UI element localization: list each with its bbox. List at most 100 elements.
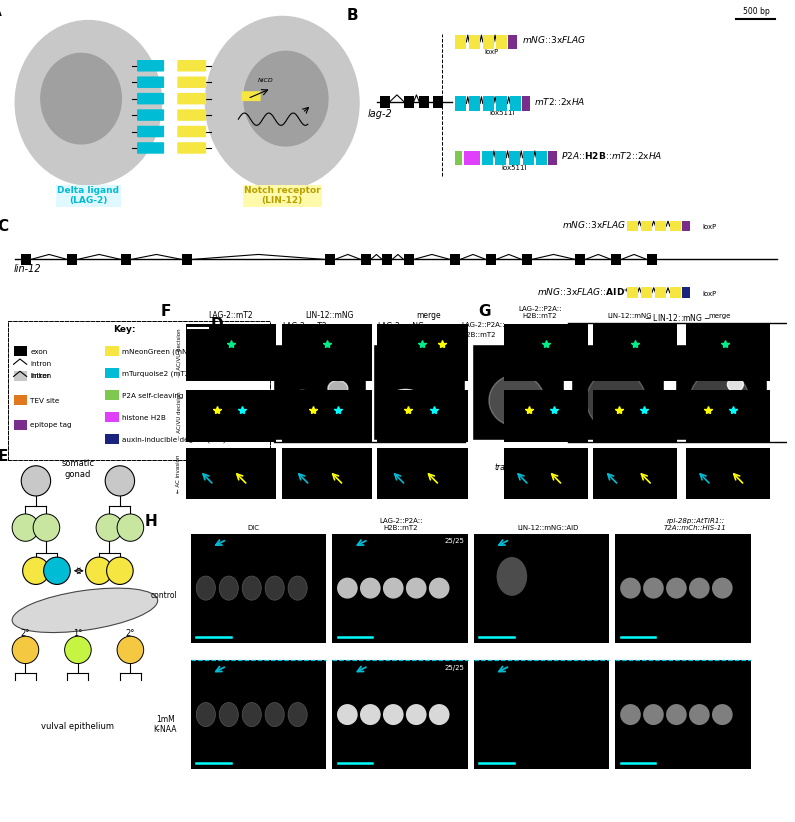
Ellipse shape bbox=[196, 703, 215, 727]
Text: 500 bp: 500 bp bbox=[743, 7, 770, 16]
Text: NICD: NICD bbox=[258, 78, 273, 83]
Text: LAG-2::mNG: LAG-2::mNG bbox=[378, 321, 425, 330]
Bar bbox=[522, 254, 532, 265]
Text: Z4.
aap: Z4. aap bbox=[125, 522, 136, 533]
Bar bbox=[682, 221, 690, 232]
Bar bbox=[281, 390, 372, 442]
Text: B: B bbox=[346, 8, 358, 23]
Circle shape bbox=[117, 514, 144, 541]
Text: LAG-2::mT2: LAG-2::mT2 bbox=[208, 311, 253, 320]
FancyBboxPatch shape bbox=[242, 91, 261, 101]
Text: mNeonGreen (mNG): mNeonGreen (mNG) bbox=[122, 349, 196, 355]
Ellipse shape bbox=[265, 703, 285, 727]
Circle shape bbox=[21, 466, 51, 496]
FancyBboxPatch shape bbox=[177, 126, 206, 137]
Circle shape bbox=[96, 514, 122, 541]
Bar bbox=[522, 150, 533, 164]
Text: Z1: Z1 bbox=[30, 477, 41, 485]
Text: lin-12: lin-12 bbox=[14, 264, 41, 274]
Circle shape bbox=[12, 636, 39, 663]
Circle shape bbox=[105, 466, 134, 496]
Bar bbox=[641, 288, 652, 298]
Bar bbox=[655, 288, 666, 298]
Bar bbox=[106, 435, 118, 444]
Ellipse shape bbox=[586, 371, 646, 431]
Bar bbox=[68, 254, 77, 265]
Text: Delta
transcription: Delta transcription bbox=[494, 452, 543, 472]
FancyBboxPatch shape bbox=[137, 60, 164, 72]
FancyBboxPatch shape bbox=[137, 142, 164, 154]
Bar bbox=[378, 390, 467, 442]
Circle shape bbox=[205, 16, 359, 189]
Text: LAG-2::P2A::: LAG-2::P2A:: bbox=[461, 321, 505, 328]
Text: Z4: Z4 bbox=[114, 477, 126, 485]
Text: VU: VU bbox=[93, 566, 105, 575]
Circle shape bbox=[360, 578, 381, 598]
Bar bbox=[611, 254, 621, 265]
Bar bbox=[549, 150, 557, 164]
FancyBboxPatch shape bbox=[137, 93, 164, 104]
Text: $-$ LIN-12::mNG $-$: $-$ LIN-12::mNG $-$ bbox=[644, 312, 712, 322]
Circle shape bbox=[15, 21, 161, 185]
Text: merge: merge bbox=[708, 313, 731, 319]
Circle shape bbox=[41, 53, 122, 144]
FancyBboxPatch shape bbox=[177, 109, 206, 121]
Text: active
Notch: active Notch bbox=[710, 452, 733, 472]
Ellipse shape bbox=[288, 703, 307, 727]
Text: E: E bbox=[0, 449, 8, 464]
Circle shape bbox=[360, 704, 381, 725]
Text: auxin-inducible degron (AID): auxin-inducible degron (AID) bbox=[122, 436, 226, 443]
Text: lox511l: lox511l bbox=[502, 164, 527, 171]
Bar bbox=[686, 390, 770, 442]
Text: control: control bbox=[150, 591, 177, 600]
Bar bbox=[374, 344, 465, 441]
Text: $\it{P2A}$::$\mathbf{H2B}$::$\it{mT2}$::2x$\it{HA}$: $\it{P2A}$::$\mathbf{H2B}$::$\it{mT2}$::… bbox=[560, 150, 662, 161]
FancyBboxPatch shape bbox=[177, 76, 206, 88]
Text: Key:: Key: bbox=[113, 325, 135, 334]
Ellipse shape bbox=[689, 371, 749, 431]
Circle shape bbox=[643, 578, 664, 598]
Text: NICD: NICD bbox=[742, 354, 761, 373]
Bar bbox=[482, 150, 493, 164]
Ellipse shape bbox=[489, 375, 545, 427]
Bar bbox=[450, 254, 460, 265]
Text: epitope tag: epitope tag bbox=[30, 423, 72, 428]
Bar bbox=[655, 221, 666, 232]
Text: 25/25: 25/25 bbox=[444, 665, 464, 671]
FancyBboxPatch shape bbox=[177, 60, 206, 72]
Text: P7.p: P7.p bbox=[123, 648, 138, 653]
Text: D: D bbox=[211, 316, 223, 331]
Bar bbox=[14, 420, 27, 430]
Ellipse shape bbox=[507, 392, 526, 409]
Text: 2°: 2° bbox=[126, 629, 135, 638]
Text: Delta
protein: Delta protein bbox=[306, 452, 334, 472]
Text: $\it{mNG}$::3x$\it{FLAG}$: $\it{mNG}$::3x$\it{FLAG}$ bbox=[522, 35, 586, 45]
Bar bbox=[483, 96, 494, 111]
Text: Z1.
ppp: Z1. ppp bbox=[41, 522, 52, 533]
Ellipse shape bbox=[497, 557, 527, 596]
Ellipse shape bbox=[219, 703, 238, 727]
Bar bbox=[676, 344, 767, 441]
Text: loxP: loxP bbox=[484, 48, 498, 55]
Circle shape bbox=[406, 704, 427, 725]
Circle shape bbox=[406, 578, 427, 598]
Circle shape bbox=[666, 704, 687, 725]
Ellipse shape bbox=[727, 377, 743, 391]
Circle shape bbox=[712, 704, 733, 725]
Text: loxP: loxP bbox=[702, 291, 716, 297]
Bar bbox=[106, 368, 118, 378]
Bar bbox=[509, 150, 520, 164]
Bar bbox=[504, 447, 588, 499]
Text: ← AC invasion: ← AC invasion bbox=[176, 455, 181, 492]
Text: 1mM
K-NAA: 1mM K-NAA bbox=[153, 714, 177, 734]
Bar bbox=[504, 324, 588, 381]
Bar bbox=[106, 413, 118, 423]
Circle shape bbox=[117, 636, 144, 663]
Bar bbox=[404, 254, 413, 265]
Circle shape bbox=[86, 557, 112, 584]
Text: intron: intron bbox=[30, 373, 52, 380]
Bar bbox=[669, 288, 681, 298]
Text: intron: intron bbox=[30, 361, 52, 367]
Bar bbox=[14, 346, 27, 356]
Bar bbox=[332, 660, 468, 769]
